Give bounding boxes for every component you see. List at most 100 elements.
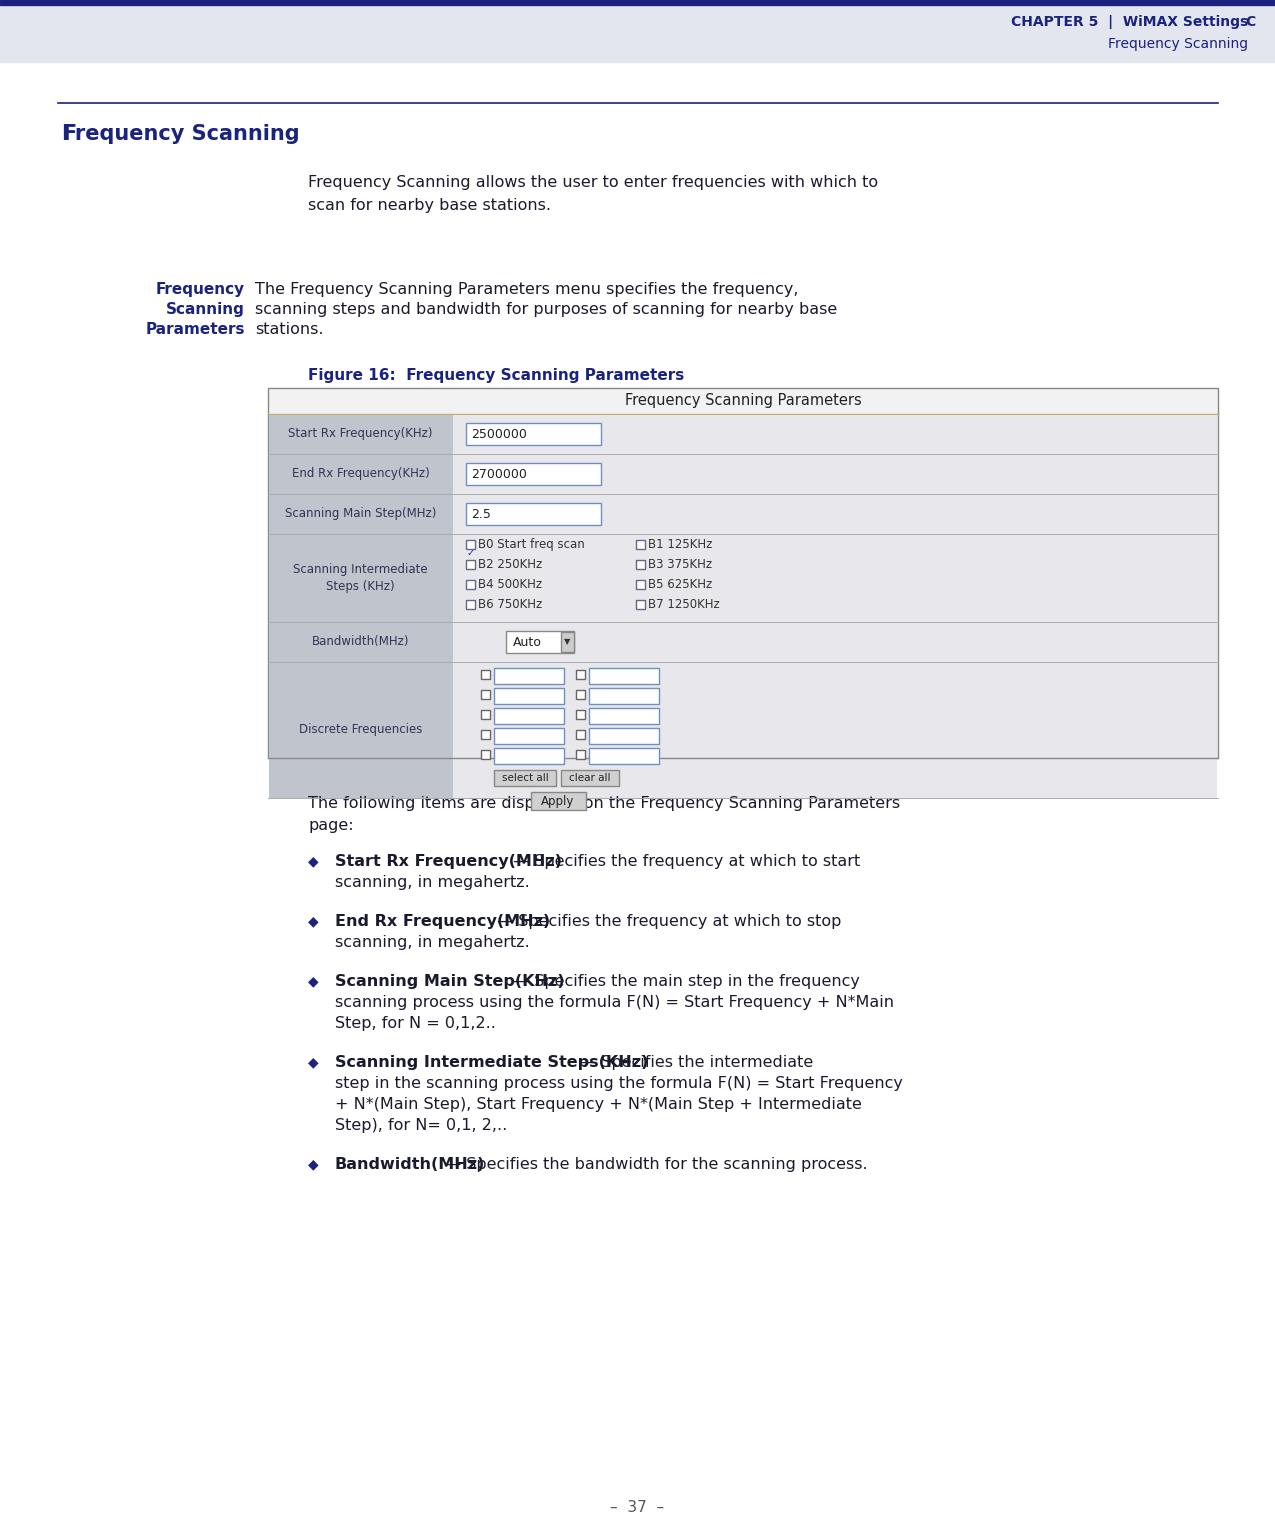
Bar xyxy=(465,601,476,610)
Bar xyxy=(465,423,601,444)
Text: Scanning Intermediate
Steps (KHz): Scanning Intermediate Steps (KHz) xyxy=(293,564,428,593)
Bar xyxy=(465,561,476,568)
Text: C: C xyxy=(1244,15,1256,29)
Bar xyxy=(589,708,659,725)
Bar xyxy=(576,709,585,719)
Bar xyxy=(465,502,601,525)
Bar xyxy=(481,751,490,758)
Bar xyxy=(269,663,453,798)
Text: ✓: ✓ xyxy=(467,548,476,558)
Bar xyxy=(465,581,476,588)
Bar xyxy=(493,748,564,764)
Text: Auto: Auto xyxy=(513,636,542,648)
Text: B6 750KHz: B6 750KHz xyxy=(478,597,542,611)
Text: B2 250KHz: B2 250KHz xyxy=(478,558,542,571)
Bar xyxy=(530,792,586,810)
Text: scanning process using the formula F(N) = Start Frequency + N*Main: scanning process using the formula F(N) … xyxy=(335,994,894,1010)
Text: Start Rx Frequency(KHz): Start Rx Frequency(KHz) xyxy=(288,427,432,441)
Bar xyxy=(481,709,490,719)
Text: ◆: ◆ xyxy=(309,974,319,988)
Bar xyxy=(576,689,585,699)
Text: Frequency Scanning: Frequency Scanning xyxy=(1108,37,1248,51)
Text: The following items are displayed on the Frequency Scanning Parameters: The following items are displayed on the… xyxy=(309,797,900,810)
Text: — Specifies the bandwidth for the scanning process.: — Specifies the bandwidth for the scanni… xyxy=(440,1157,867,1172)
Text: Start Rx Frequency(MHz): Start Rx Frequency(MHz) xyxy=(335,853,562,869)
Text: 2.5: 2.5 xyxy=(470,507,491,521)
Text: 2700000: 2700000 xyxy=(470,467,527,481)
Bar xyxy=(589,728,659,745)
Bar xyxy=(636,581,645,588)
Bar xyxy=(453,415,1218,453)
Text: — Specifies the intermediate: — Specifies the intermediate xyxy=(575,1056,813,1069)
Text: clear all: clear all xyxy=(569,774,611,783)
Bar xyxy=(636,539,645,548)
Bar xyxy=(589,668,659,683)
Bar xyxy=(576,731,585,738)
Text: Bandwidth(MHz): Bandwidth(MHz) xyxy=(335,1157,486,1172)
Text: B4 500KHz: B4 500KHz xyxy=(478,578,542,591)
Bar xyxy=(269,535,453,622)
Text: + N*(Main Step), Start Frequency + N*(Main Step + Intermediate: + N*(Main Step), Start Frequency + N*(Ma… xyxy=(335,1097,862,1112)
Bar xyxy=(493,668,564,683)
Bar xyxy=(506,631,574,653)
Bar xyxy=(561,633,574,653)
Text: ◆: ◆ xyxy=(309,915,319,928)
Text: Bandwidth(MHz): Bandwidth(MHz) xyxy=(312,636,409,648)
Text: page:: page: xyxy=(309,818,353,833)
Text: CHAPTER 5  |  WiMAX Settings: CHAPTER 5 | WiMAX Settings xyxy=(1011,15,1248,29)
Bar xyxy=(589,748,659,764)
Bar xyxy=(493,771,556,786)
Bar xyxy=(269,624,453,662)
Bar xyxy=(269,495,453,535)
Text: ◆: ◆ xyxy=(309,1056,319,1069)
Bar xyxy=(481,669,490,679)
Text: — Specifies the frequency at which to stop: — Specifies the frequency at which to st… xyxy=(492,915,842,928)
Text: End Rx Frequency(MHz): End Rx Frequency(MHz) xyxy=(335,915,551,928)
Text: ◆: ◆ xyxy=(309,1157,319,1170)
Bar xyxy=(269,415,453,453)
Text: 2500000: 2500000 xyxy=(470,427,527,441)
Bar xyxy=(453,535,1218,622)
Bar xyxy=(268,388,1218,758)
Bar xyxy=(0,0,1275,5)
Bar xyxy=(576,669,585,679)
Text: Frequency Scanning Parameters: Frequency Scanning Parameters xyxy=(625,394,862,409)
Text: scan for nearby base stations.: scan for nearby base stations. xyxy=(309,198,551,213)
Text: B1 125KHz: B1 125KHz xyxy=(648,538,713,552)
Text: — Specifies the main step in the frequency: — Specifies the main step in the frequen… xyxy=(507,974,859,990)
Text: Step), for N= 0,1, 2,..: Step), for N= 0,1, 2,.. xyxy=(335,1118,507,1134)
Text: –  37  –: – 37 – xyxy=(609,1500,664,1515)
Bar xyxy=(636,561,645,568)
Text: ◆: ◆ xyxy=(309,853,319,869)
Bar xyxy=(481,689,490,699)
Bar xyxy=(636,601,645,610)
Text: Frequency: Frequency xyxy=(156,282,245,297)
Text: The Frequency Scanning Parameters menu specifies the frequency,: The Frequency Scanning Parameters menu s… xyxy=(255,282,798,297)
Text: — Specifies the frequency at which to start: — Specifies the frequency at which to st… xyxy=(507,853,859,869)
Text: Scanning: Scanning xyxy=(166,302,245,317)
Bar xyxy=(453,495,1218,535)
Text: Figure 16:  Frequency Scanning Parameters: Figure 16: Frequency Scanning Parameters xyxy=(309,368,685,383)
Bar xyxy=(465,463,601,486)
Text: B5 625KHz: B5 625KHz xyxy=(648,578,713,591)
Text: select all: select all xyxy=(501,774,548,783)
Text: scanning steps and bandwidth for purposes of scanning for nearby base: scanning steps and bandwidth for purpose… xyxy=(255,302,838,317)
Text: Scanning Main Step(MHz): Scanning Main Step(MHz) xyxy=(284,507,436,521)
Text: scanning, in megahertz.: scanning, in megahertz. xyxy=(335,935,529,950)
Bar xyxy=(481,731,490,738)
Text: End Rx Frequency(KHz): End Rx Frequency(KHz) xyxy=(292,467,430,481)
Bar xyxy=(465,539,476,548)
Bar xyxy=(493,728,564,745)
Text: ▼: ▼ xyxy=(564,637,570,647)
Bar xyxy=(269,455,453,493)
Bar xyxy=(576,751,585,758)
Bar xyxy=(0,0,1275,61)
Bar xyxy=(493,708,564,725)
Bar xyxy=(453,624,1218,662)
Bar xyxy=(453,455,1218,493)
Text: Frequency Scanning allows the user to enter frequencies with which to: Frequency Scanning allows the user to en… xyxy=(309,175,878,190)
Bar xyxy=(453,663,1218,798)
Text: B7 1250KHz: B7 1250KHz xyxy=(648,597,720,611)
Text: Discrete Frequencies: Discrete Frequencies xyxy=(298,723,422,737)
Text: scanning, in megahertz.: scanning, in megahertz. xyxy=(335,875,529,890)
